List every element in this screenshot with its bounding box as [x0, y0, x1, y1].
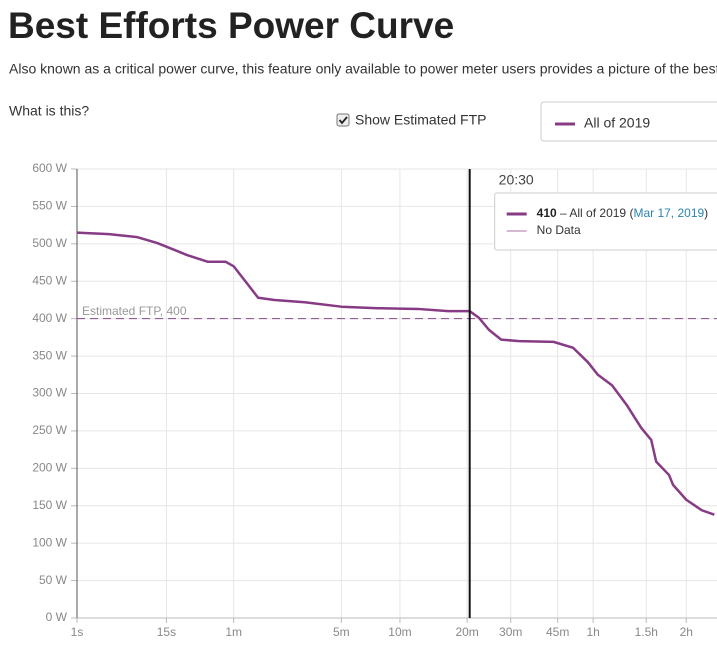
x-tick-label: 1m — [225, 625, 242, 639]
x-tick-label: 30m — [499, 625, 522, 639]
tooltip-value: 410 — [537, 206, 557, 220]
legend-label[interactable]: All of 2019 — [584, 115, 650, 131]
checkbox-box[interactable] — [336, 113, 350, 127]
y-tick-label: 100 W — [32, 535, 67, 549]
ftp-checkbox[interactable]: Show Estimated FTP — [336, 112, 487, 128]
x-tick-label: 1s — [71, 625, 84, 639]
x-tick-label: 15s — [157, 625, 176, 639]
tooltip-text: 410 – All of 2019 (Mar 17, 2019) — [537, 206, 709, 220]
tooltip-paren: ) — [704, 206, 708, 220]
help-link[interactable]: What is this? — [9, 103, 89, 119]
y-tick-label: 200 W — [32, 461, 67, 475]
y-tick-label: 350 W — [32, 348, 67, 362]
ftp-label: Estimated FTP, 400 — [82, 304, 187, 318]
range-select[interactable]: All of 2019 — [540, 101, 717, 142]
tooltip-paren: ( — [626, 206, 633, 220]
y-tick-label: 400 W — [32, 311, 67, 325]
y-tick-label: 300 W — [32, 386, 67, 400]
x-tick-label: 5m — [333, 625, 350, 639]
x-tick-label: 1.5h — [635, 625, 658, 639]
tooltip-box — [494, 192, 717, 251]
tooltip-series: All of 2019 — [567, 206, 627, 220]
y-tick-label: 150 W — [32, 498, 67, 512]
x-tick-label: 1h — [586, 625, 599, 639]
x-tick-label: 2h — [680, 625, 693, 639]
y-tick-label: 500 W — [32, 236, 67, 250]
y-tick-label: 600 W — [32, 161, 67, 175]
description: Also known as a critical power curve, th… — [9, 61, 717, 77]
page-title: Best Efforts Power Curve — [8, 5, 454, 46]
power-curve — [77, 231, 715, 516]
tooltip-separator: – — [557, 206, 567, 220]
x-tick-label: 45m — [546, 625, 569, 639]
hover-time: 20:30 — [499, 172, 534, 188]
y-tick-label: 0 W — [46, 610, 68, 624]
tooltip: 410 – All of 2019 (Mar 17, 2019) No Data — [494, 192, 717, 251]
y-tick-label: 250 W — [32, 423, 67, 437]
y-tick-label: 450 W — [32, 273, 67, 287]
tooltip-date: Mar 17, 2019 — [633, 206, 704, 220]
x-tick-label: 10m — [388, 625, 411, 639]
checkmark — [338, 116, 348, 125]
checkbox-label[interactable]: Show Estimated FTP — [355, 112, 487, 128]
tooltip-no-data: No Data — [537, 223, 581, 237]
select-box[interactable] — [540, 101, 717, 142]
y-tick-label: 50 W — [39, 573, 68, 587]
x-tick-label: 20m — [455, 625, 478, 639]
y-tick-label: 550 W — [32, 199, 67, 213]
